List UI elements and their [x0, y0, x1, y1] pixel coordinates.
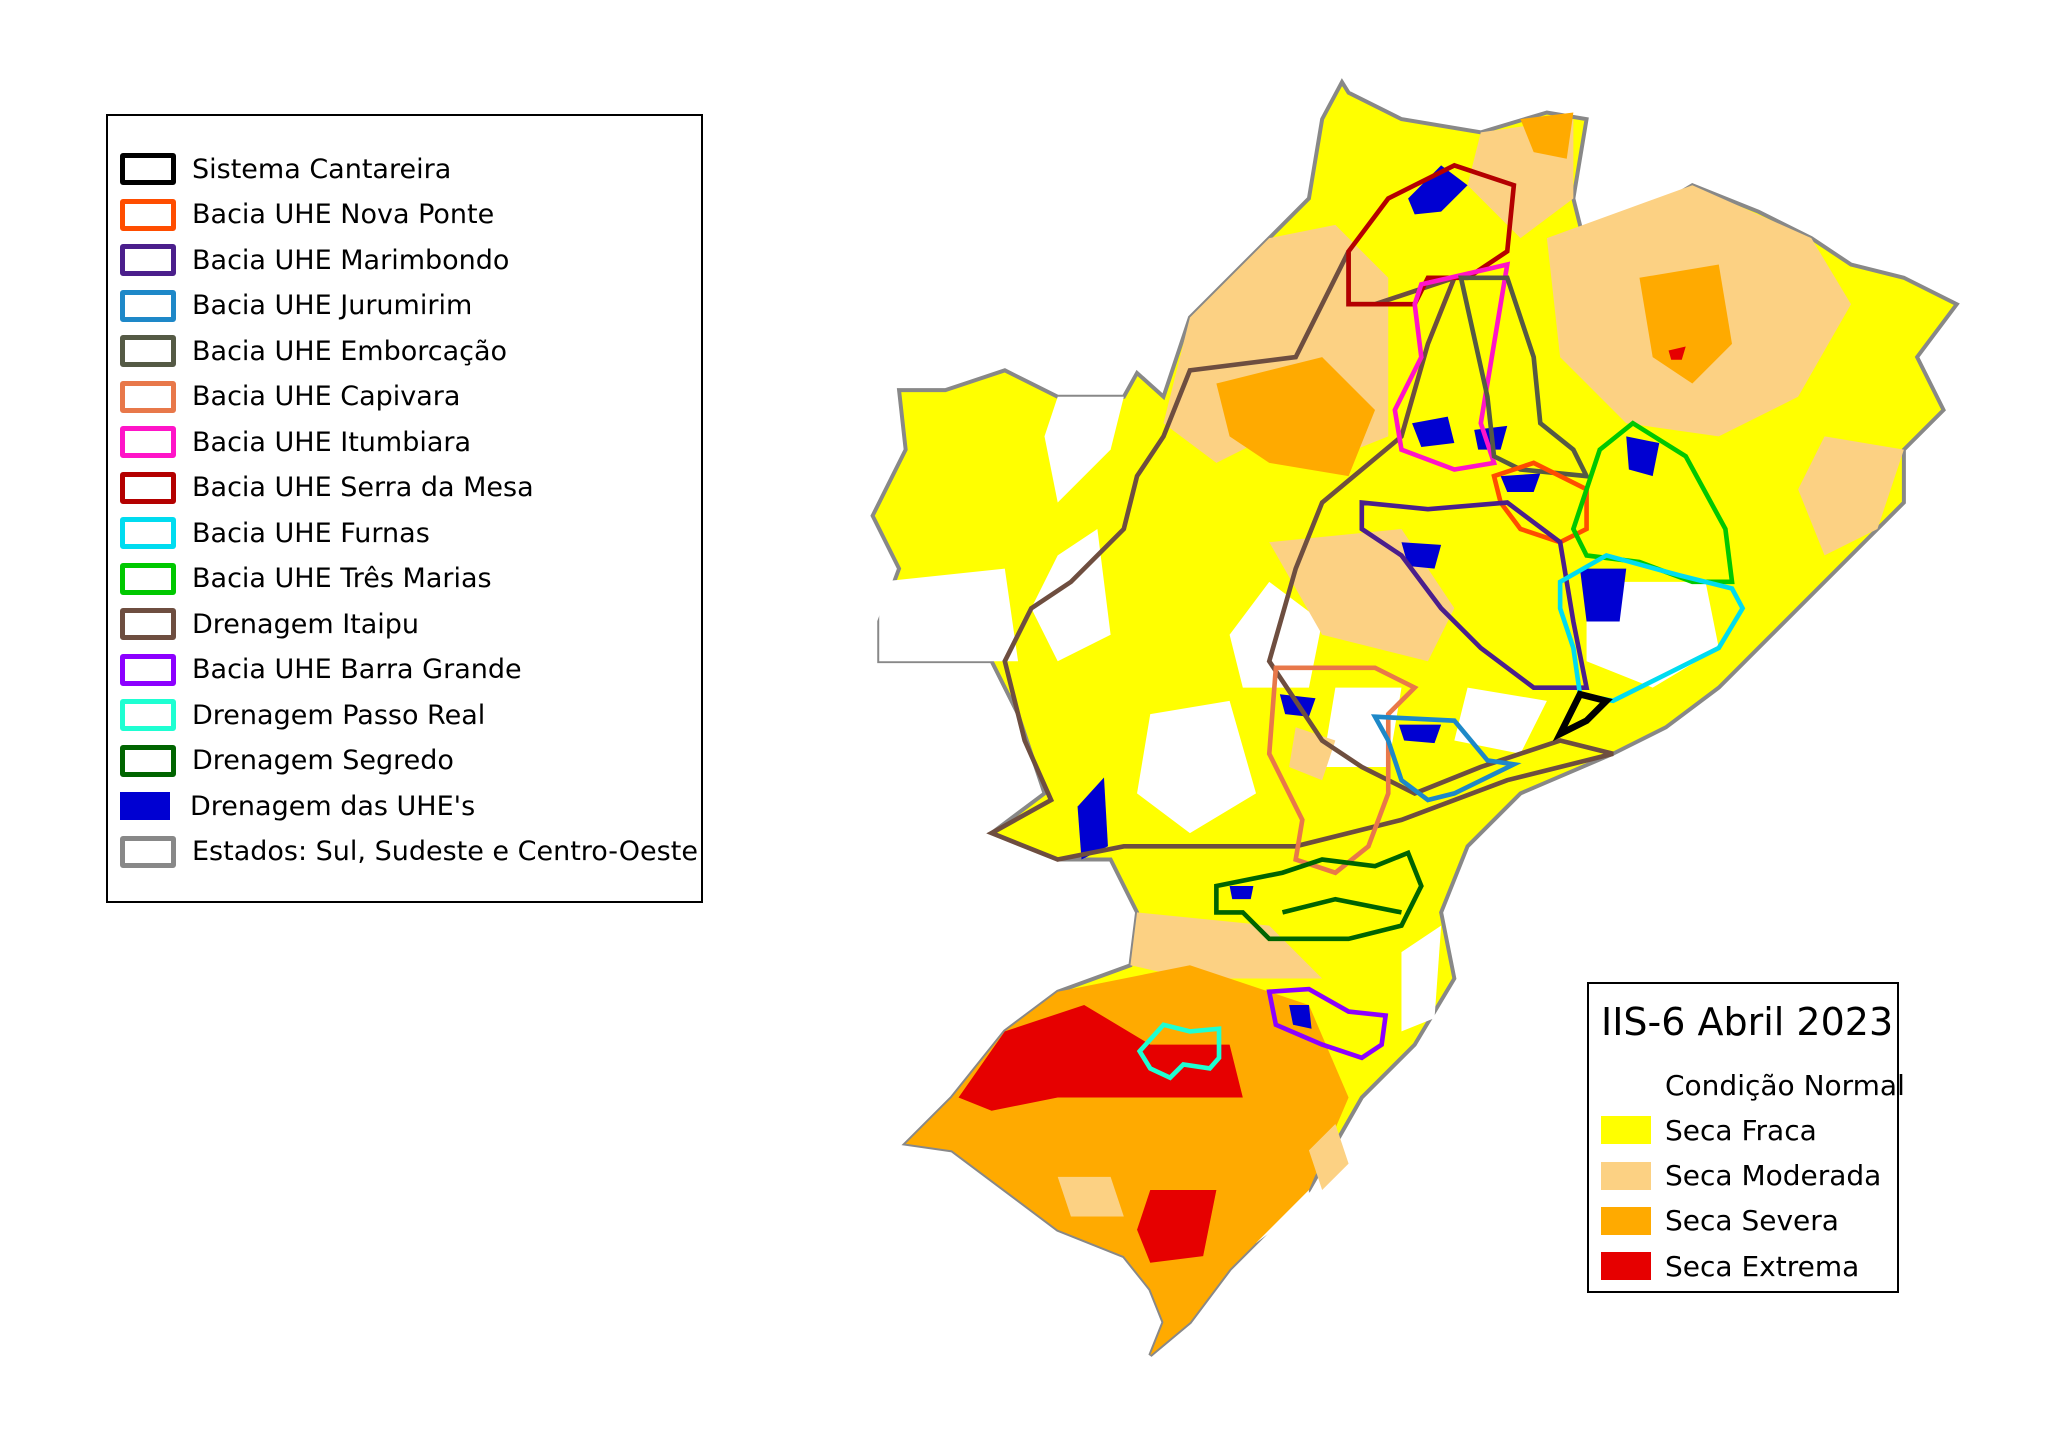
drought-legend: IIS-6 Abril 2023 Condição Normal Seca Fra…: [1587, 982, 1905, 1293]
legend-label: Seca Moderada: [1665, 1159, 1882, 1193]
legend-item: Bacia UHE Barra Grande: [120, 653, 522, 686]
legend-label: Bacia UHE Marimbondo: [192, 244, 510, 276]
outline-swatch-icon: [120, 835, 176, 868]
legend-label: Condição Normal: [1665, 1068, 1905, 1102]
legend-item: Bacia UHE Furnas: [120, 517, 430, 549]
color-swatch-icon: [1601, 1071, 1651, 1099]
uhe-drainage-areas: [1077, 165, 1660, 1029]
basin-emborcacao: [1458, 275, 1591, 479]
legend-label: Estados: Sul, Sudeste e Centro-Oeste: [192, 836, 698, 867]
legend-item: Seca Extrema: [1601, 1249, 1860, 1283]
legend-item: Seca Fraca: [1601, 1113, 1817, 1147]
outline-swatch-icon: [120, 699, 176, 731]
basin-barra-grande: [1266, 986, 1389, 1061]
outline-swatch-icon: [120, 517, 176, 549]
basin-capivara: [1266, 665, 1419, 876]
outline-swatch-icon: [120, 744, 176, 777]
normal-areas: [879, 396, 1719, 1243]
legend-label: Drenagem Passo Real: [192, 699, 486, 731]
legend-item: Bacia UHE Três Marias: [120, 562, 492, 595]
basin-nova-ponte: [1491, 460, 1589, 545]
drenagem-passo-real: [1136, 1022, 1222, 1081]
basin-marimbondo: [1359, 499, 1590, 690]
legend-item: Drenagem Itaipu: [120, 608, 420, 640]
legend-label: Bacia UHE Emborcação: [192, 335, 508, 367]
legend-label: Bacia UHE Jurumirim: [192, 290, 473, 321]
legend-label: Bacia UHE Três Marias: [192, 563, 492, 594]
basin-itumbiara: [1392, 261, 1511, 472]
legend-item: Estados: Sul, Sudeste e Centro-Oeste: [120, 835, 698, 868]
legend-item: Drenagem Passo Real: [120, 699, 486, 731]
legend-label: Sistema Cantareira: [192, 153, 452, 185]
legend-item: Condição Normal: [1601, 1068, 1905, 1102]
legend-item: Bacia UHE Itumbiara: [120, 426, 472, 458]
basin-serra-da-mesa: [1346, 162, 1517, 307]
legend-item: Bacia UHE Nova Ponte: [120, 198, 495, 231]
legend-item: Seca Severa: [1601, 1204, 1839, 1238]
outline-swatch-icon: [120, 426, 176, 458]
legend-item: Bacia UHE Serra da Mesa: [120, 471, 534, 504]
legend-label: Bacia UHE Nova Ponte: [192, 199, 495, 230]
color-swatch-icon: [1601, 1116, 1651, 1145]
legend-title: IIS-6 Abril 2023: [1601, 1000, 1894, 1044]
legend-label: Bacia UHE Capivara: [192, 381, 461, 412]
outline-swatch-icon: [120, 153, 176, 185]
legend-item: Bacia UHE Emborcação: [120, 335, 508, 367]
fill-swatch-icon: [120, 792, 170, 820]
legend-label: Drenagem das UHE's: [190, 790, 476, 822]
outline-swatch-icon: [120, 562, 176, 595]
basins-legend: Sistema Cantareira Bacia UHE Nova Ponte Ba…: [106, 114, 703, 903]
legend-label: Bacia UHE Serra da Mesa: [192, 472, 534, 503]
outline-swatch-icon: [120, 653, 176, 686]
legend-item: Bacia UHE Marimbondo: [120, 244, 510, 276]
legend-item: Drenagem Segredo: [120, 744, 454, 777]
legend-label: Drenagem Segredo: [192, 745, 454, 776]
outline-swatch-icon: [120, 244, 176, 276]
legend-item: Drenagem das UHE's: [120, 790, 476, 822]
legend-label: Seca Fraca: [1665, 1113, 1817, 1147]
legend-item: Bacia UHE Capivara: [120, 380, 461, 413]
outline-swatch-icon: [120, 471, 176, 504]
basin-cantareira: [1552, 690, 1613, 742]
outline-swatch-icon: [120, 380, 176, 413]
extreme-drought-areas: [958, 346, 1686, 1263]
legend-item: Seca Moderada: [1601, 1159, 1882, 1193]
basin-jurumirim: [1370, 714, 1522, 803]
legend-label: Bacia UHE Furnas: [192, 517, 430, 549]
legend-item: Bacia UHE Jurumirim: [120, 289, 473, 322]
color-swatch-icon: [1601, 1161, 1651, 1190]
outline-swatch-icon: [120, 335, 176, 367]
color-swatch-icon: [1601, 1252, 1651, 1281]
legend-label: Seca Extrema: [1665, 1249, 1860, 1283]
legend-label: Bacia UHE Barra Grande: [192, 654, 522, 685]
outline-swatch-icon: [120, 289, 176, 322]
drenagem-segredo: [1214, 849, 1424, 942]
color-swatch-icon: [1601, 1206, 1651, 1235]
basin-drenagem-itaipu: [986, 250, 1614, 862]
outline-swatch-icon: [120, 608, 176, 640]
legend-label: Bacia UHE Itumbiara: [192, 426, 472, 458]
legend-label: Seca Severa: [1665, 1204, 1839, 1238]
legend-label: Drenagem Itaipu: [192, 608, 420, 640]
basin-furnas: [1557, 552, 1746, 704]
legend-item: Sistema Cantareira: [120, 153, 452, 185]
outline-swatch-icon: [120, 198, 176, 231]
